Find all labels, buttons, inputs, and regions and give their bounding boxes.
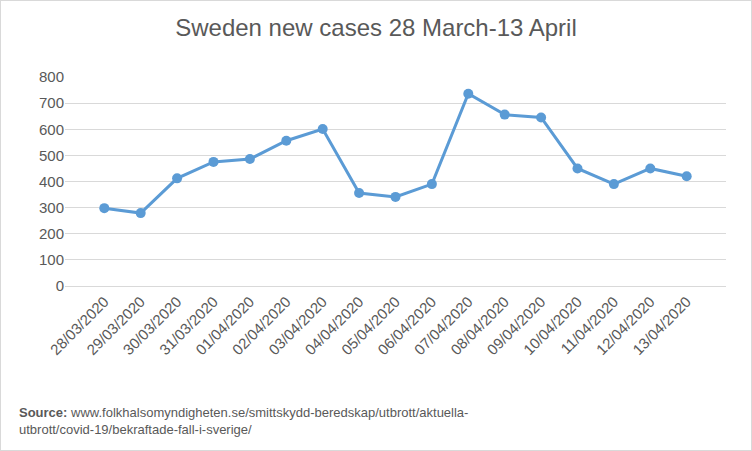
svg-text:12/04/2020: 12/04/2020: [593, 293, 658, 358]
svg-text:200: 200: [39, 225, 64, 242]
svg-text:Sweden new cases 28 March-13 A: Sweden new cases 28 March-13 April: [175, 14, 577, 41]
svg-text:04/04/2020: 04/04/2020: [301, 293, 366, 358]
svg-text:06/04/2020: 06/04/2020: [374, 293, 439, 358]
svg-text:10/04/2020: 10/04/2020: [520, 293, 585, 358]
svg-text:09/04/2020: 09/04/2020: [483, 293, 548, 358]
svg-text:31/03/2020: 31/03/2020: [156, 293, 221, 358]
svg-text:700: 700: [39, 94, 64, 111]
svg-text:800: 800: [39, 68, 64, 85]
svg-text:100: 100: [39, 251, 64, 268]
svg-text:01/04/2020: 01/04/2020: [192, 293, 257, 358]
svg-text:0: 0: [56, 277, 64, 294]
svg-text:03/04/2020: 03/04/2020: [265, 293, 330, 358]
svg-text:07/04/2020: 07/04/2020: [411, 293, 476, 358]
svg-text:13/04/2020: 13/04/2020: [629, 293, 694, 358]
svg-text:08/04/2020: 08/04/2020: [447, 293, 512, 358]
svg-text:05/04/2020: 05/04/2020: [338, 293, 403, 358]
svg-text:300: 300: [39, 199, 64, 216]
svg-text:30/03/2020: 30/03/2020: [119, 293, 184, 358]
svg-text:500: 500: [39, 147, 64, 164]
svg-text:02/04/2020: 02/04/2020: [229, 293, 294, 358]
svg-text:28/03/2020: 28/03/2020: [47, 293, 112, 358]
svg-text:600: 600: [39, 121, 64, 138]
svg-text:400: 400: [39, 173, 64, 190]
svg-text:11/04/2020: 11/04/2020: [557, 293, 621, 357]
svg-text:29/03/2020: 29/03/2020: [83, 293, 148, 358]
svg-text:Source: www.folkhalsomyndighet: Source: www.folkhalsomyndigheten.se/smit…: [19, 405, 468, 437]
